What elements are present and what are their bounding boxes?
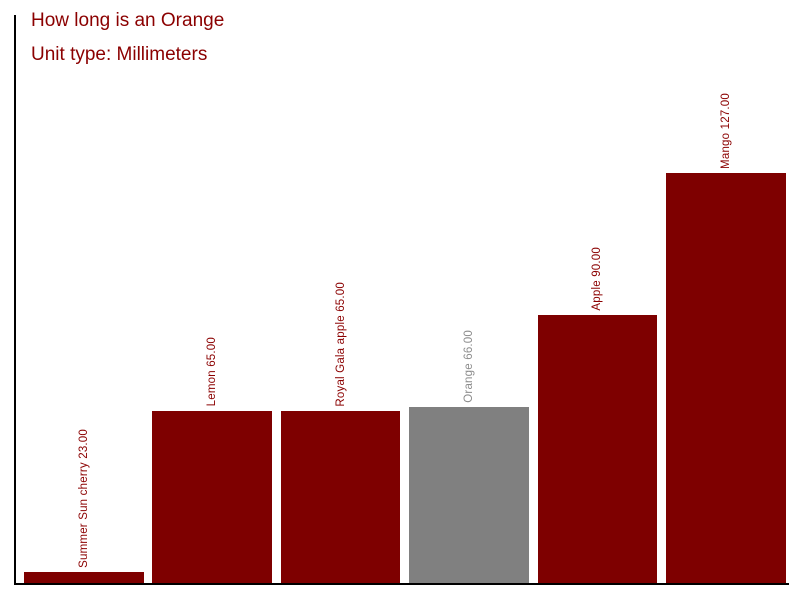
- bar-orange: [409, 406, 529, 583]
- bar-mango: [666, 172, 786, 583]
- bar-apple: [537, 314, 658, 583]
- bar-summer-sun-cherry: [24, 572, 144, 583]
- x-axis-line: [14, 583, 789, 585]
- bar-label-mango: Mango 127.00: [719, 92, 732, 169]
- bar-royal-gala-apple: [280, 410, 401, 583]
- chart-title: How long is an Orange: [31, 10, 225, 31]
- bar-label-holder-mango: Mango 127.00: [666, 93, 786, 169]
- y-axis-line: [14, 15, 16, 585]
- bar-label-holder-apple: Apple 90.00: [538, 247, 658, 311]
- bar-label-royal-gala-apple: Royal Gala apple 65.00: [334, 282, 347, 407]
- bar-label-holder-summer-sun-cherry: Summer Sun cherry 23.00: [24, 429, 144, 568]
- bar-lemon: [152, 410, 272, 583]
- bar-label-orange: Orange 66.00: [462, 330, 475, 403]
- bar-label-apple: Apple 90.00: [591, 247, 604, 311]
- bar-label-holder-royal-gala-apple: Royal Gala apple 65.00: [281, 282, 401, 407]
- bar-label-holder-lemon: Lemon 65.00: [152, 337, 272, 406]
- bar-label-lemon: Lemon 65.00: [206, 337, 219, 407]
- bar-label-holder-orange: Orange 66.00: [409, 330, 529, 403]
- chart-subtitle: Unit type: Millimeters: [31, 44, 208, 65]
- bar-label-summer-sun-cherry: Summer Sun cherry 23.00: [77, 429, 90, 569]
